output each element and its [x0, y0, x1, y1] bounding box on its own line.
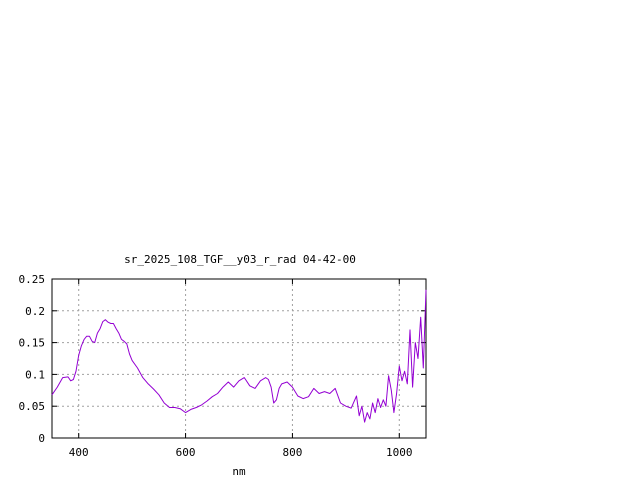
series-line [51, 289, 427, 423]
y-tick-label: 0.25 [19, 273, 46, 286]
y-tick-label: 0.2 [25, 305, 45, 318]
tick-labels: 400 600 800 1000 0 0.05 0.1 0.15 0.2 0.25 [19, 273, 413, 459]
x-tick-label: 800 [282, 446, 302, 459]
chart-title: sr_2025_108_TGF__y03_r_rad 04-42-00 [124, 253, 356, 266]
series-layer [51, 289, 427, 423]
x-tick-label: 400 [69, 446, 89, 459]
y-tick-label: 0.1 [25, 368, 45, 381]
x-axis-label: nm [232, 465, 246, 478]
y-tick-label: 0.05 [19, 400, 46, 413]
grid-lines [52, 279, 426, 438]
x-tick-label: 1000 [386, 446, 413, 459]
x-tick-label: 600 [176, 446, 196, 459]
axis-ticks [52, 278, 426, 439]
y-tick-label: 0.15 [19, 337, 46, 350]
plot-frame [51, 278, 427, 439]
y-tick-label: 0 [38, 432, 45, 445]
